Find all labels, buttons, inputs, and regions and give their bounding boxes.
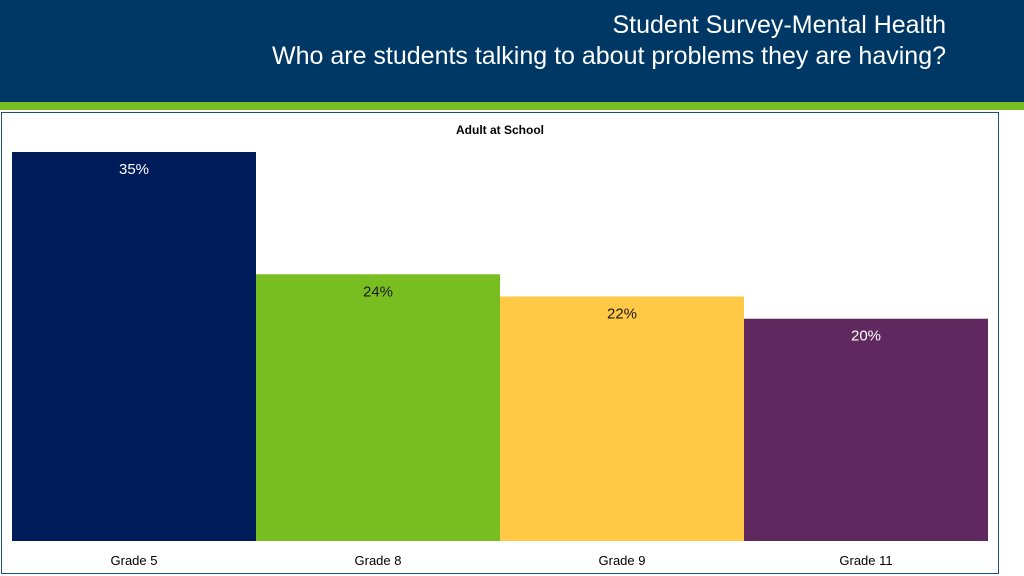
header-title: Student Survey-Mental Health Who are stu… (0, 10, 946, 72)
x-tick-label: Grade 5 (111, 553, 158, 568)
x-tick-label: Grade 8 (355, 553, 402, 568)
header-title-line1: Student Survey-Mental Health (612, 11, 946, 39)
accent-bar (0, 102, 1024, 110)
header-banner: Student Survey-Mental Health Who are stu… (0, 0, 1024, 102)
bar-chart: Adult at School 35% Grade 5 24% Grade 8 22% Gr… (12, 123, 988, 568)
bar-grade-11 (744, 318, 988, 541)
data-label: 35% (119, 161, 149, 178)
chart-frame: Adult at School 35% Grade 5 24% Grade 8 22% Gr… (1, 112, 999, 574)
bar-grade-8 (256, 274, 500, 541)
x-tick-label: Grade 11 (839, 553, 892, 568)
bar-grade-9 (500, 296, 744, 541)
data-label: 20% (851, 328, 881, 345)
chart-title: Adult at School (456, 123, 544, 137)
data-label: 22% (607, 305, 637, 322)
bar-grade-5 (12, 152, 256, 541)
data-label: 24% (363, 283, 393, 300)
x-tick-label: Grade 9 (599, 553, 646, 568)
header-title-line2: Who are students talking to about proble… (271, 42, 946, 70)
